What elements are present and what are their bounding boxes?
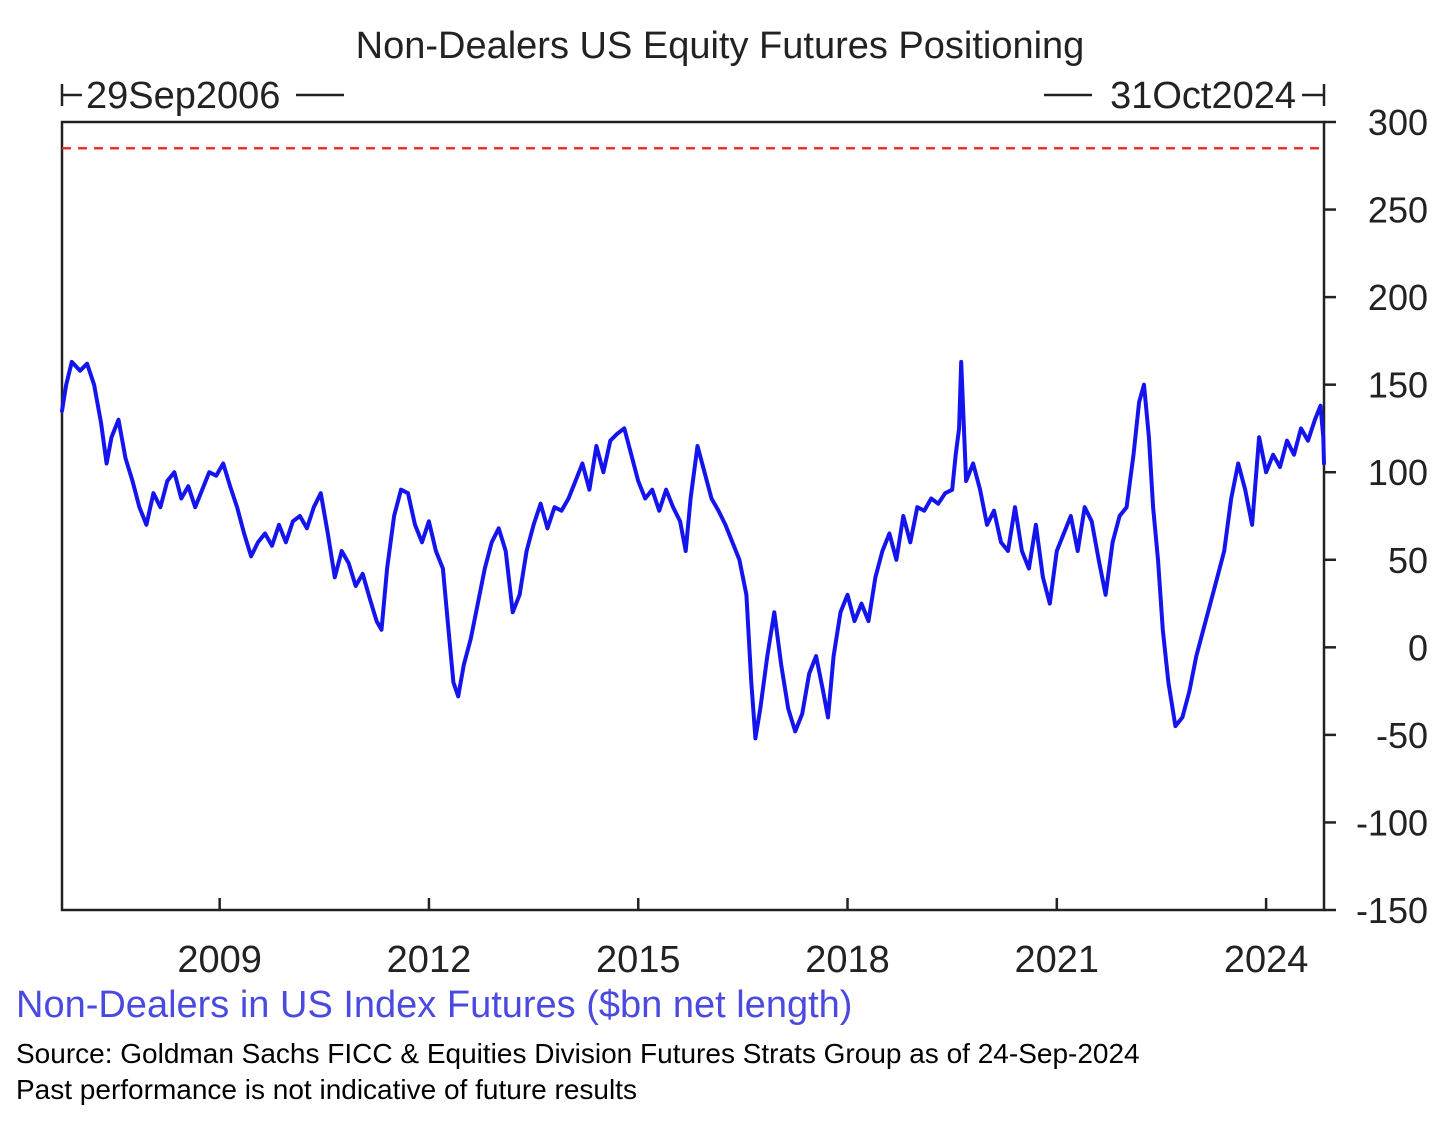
y-tick-label: 250	[1368, 190, 1428, 231]
y-tick-label: 150	[1368, 365, 1428, 406]
y-tick-label: 50	[1388, 540, 1428, 581]
y-tick-label: -100	[1356, 802, 1428, 843]
end-date-label: 31Oct2024	[1110, 75, 1296, 117]
y-tick-label: -150	[1356, 890, 1428, 931]
x-tick-label: 2018	[805, 939, 890, 980]
y-tick-label: 200	[1368, 277, 1428, 318]
chart-title: Non-Dealers US Equity Futures Positionin…	[356, 25, 1085, 67]
start-date-label: 29Sep2006	[86, 75, 280, 117]
y-tick-label: 300	[1368, 102, 1428, 143]
plot-frame	[62, 122, 1324, 910]
x-tick-label: 2021	[1015, 939, 1100, 980]
disclaimer-note: Past performance is not indicative of fu…	[16, 1074, 637, 1106]
x-tick-label: 2009	[177, 939, 262, 980]
x-tick-label: 2012	[387, 939, 472, 980]
y-tick-label: -50	[1376, 715, 1428, 756]
line-chart: 300 250 200 150 100 50 0 -50 -100 -150 2009 2012 201…	[0, 0, 1456, 980]
x-tick-label: 2015	[596, 939, 681, 980]
x-tick-label: 2024	[1224, 939, 1309, 980]
source-note: Source: Goldman Sachs FICC & Equities Di…	[16, 1038, 1140, 1070]
legend-label: Non-Dealers in US Index Futures ($bn net…	[16, 984, 852, 1027]
y-tick-label: 0	[1408, 627, 1428, 668]
y-tick-label: 100	[1368, 452, 1428, 493]
series-line	[62, 362, 1324, 739]
